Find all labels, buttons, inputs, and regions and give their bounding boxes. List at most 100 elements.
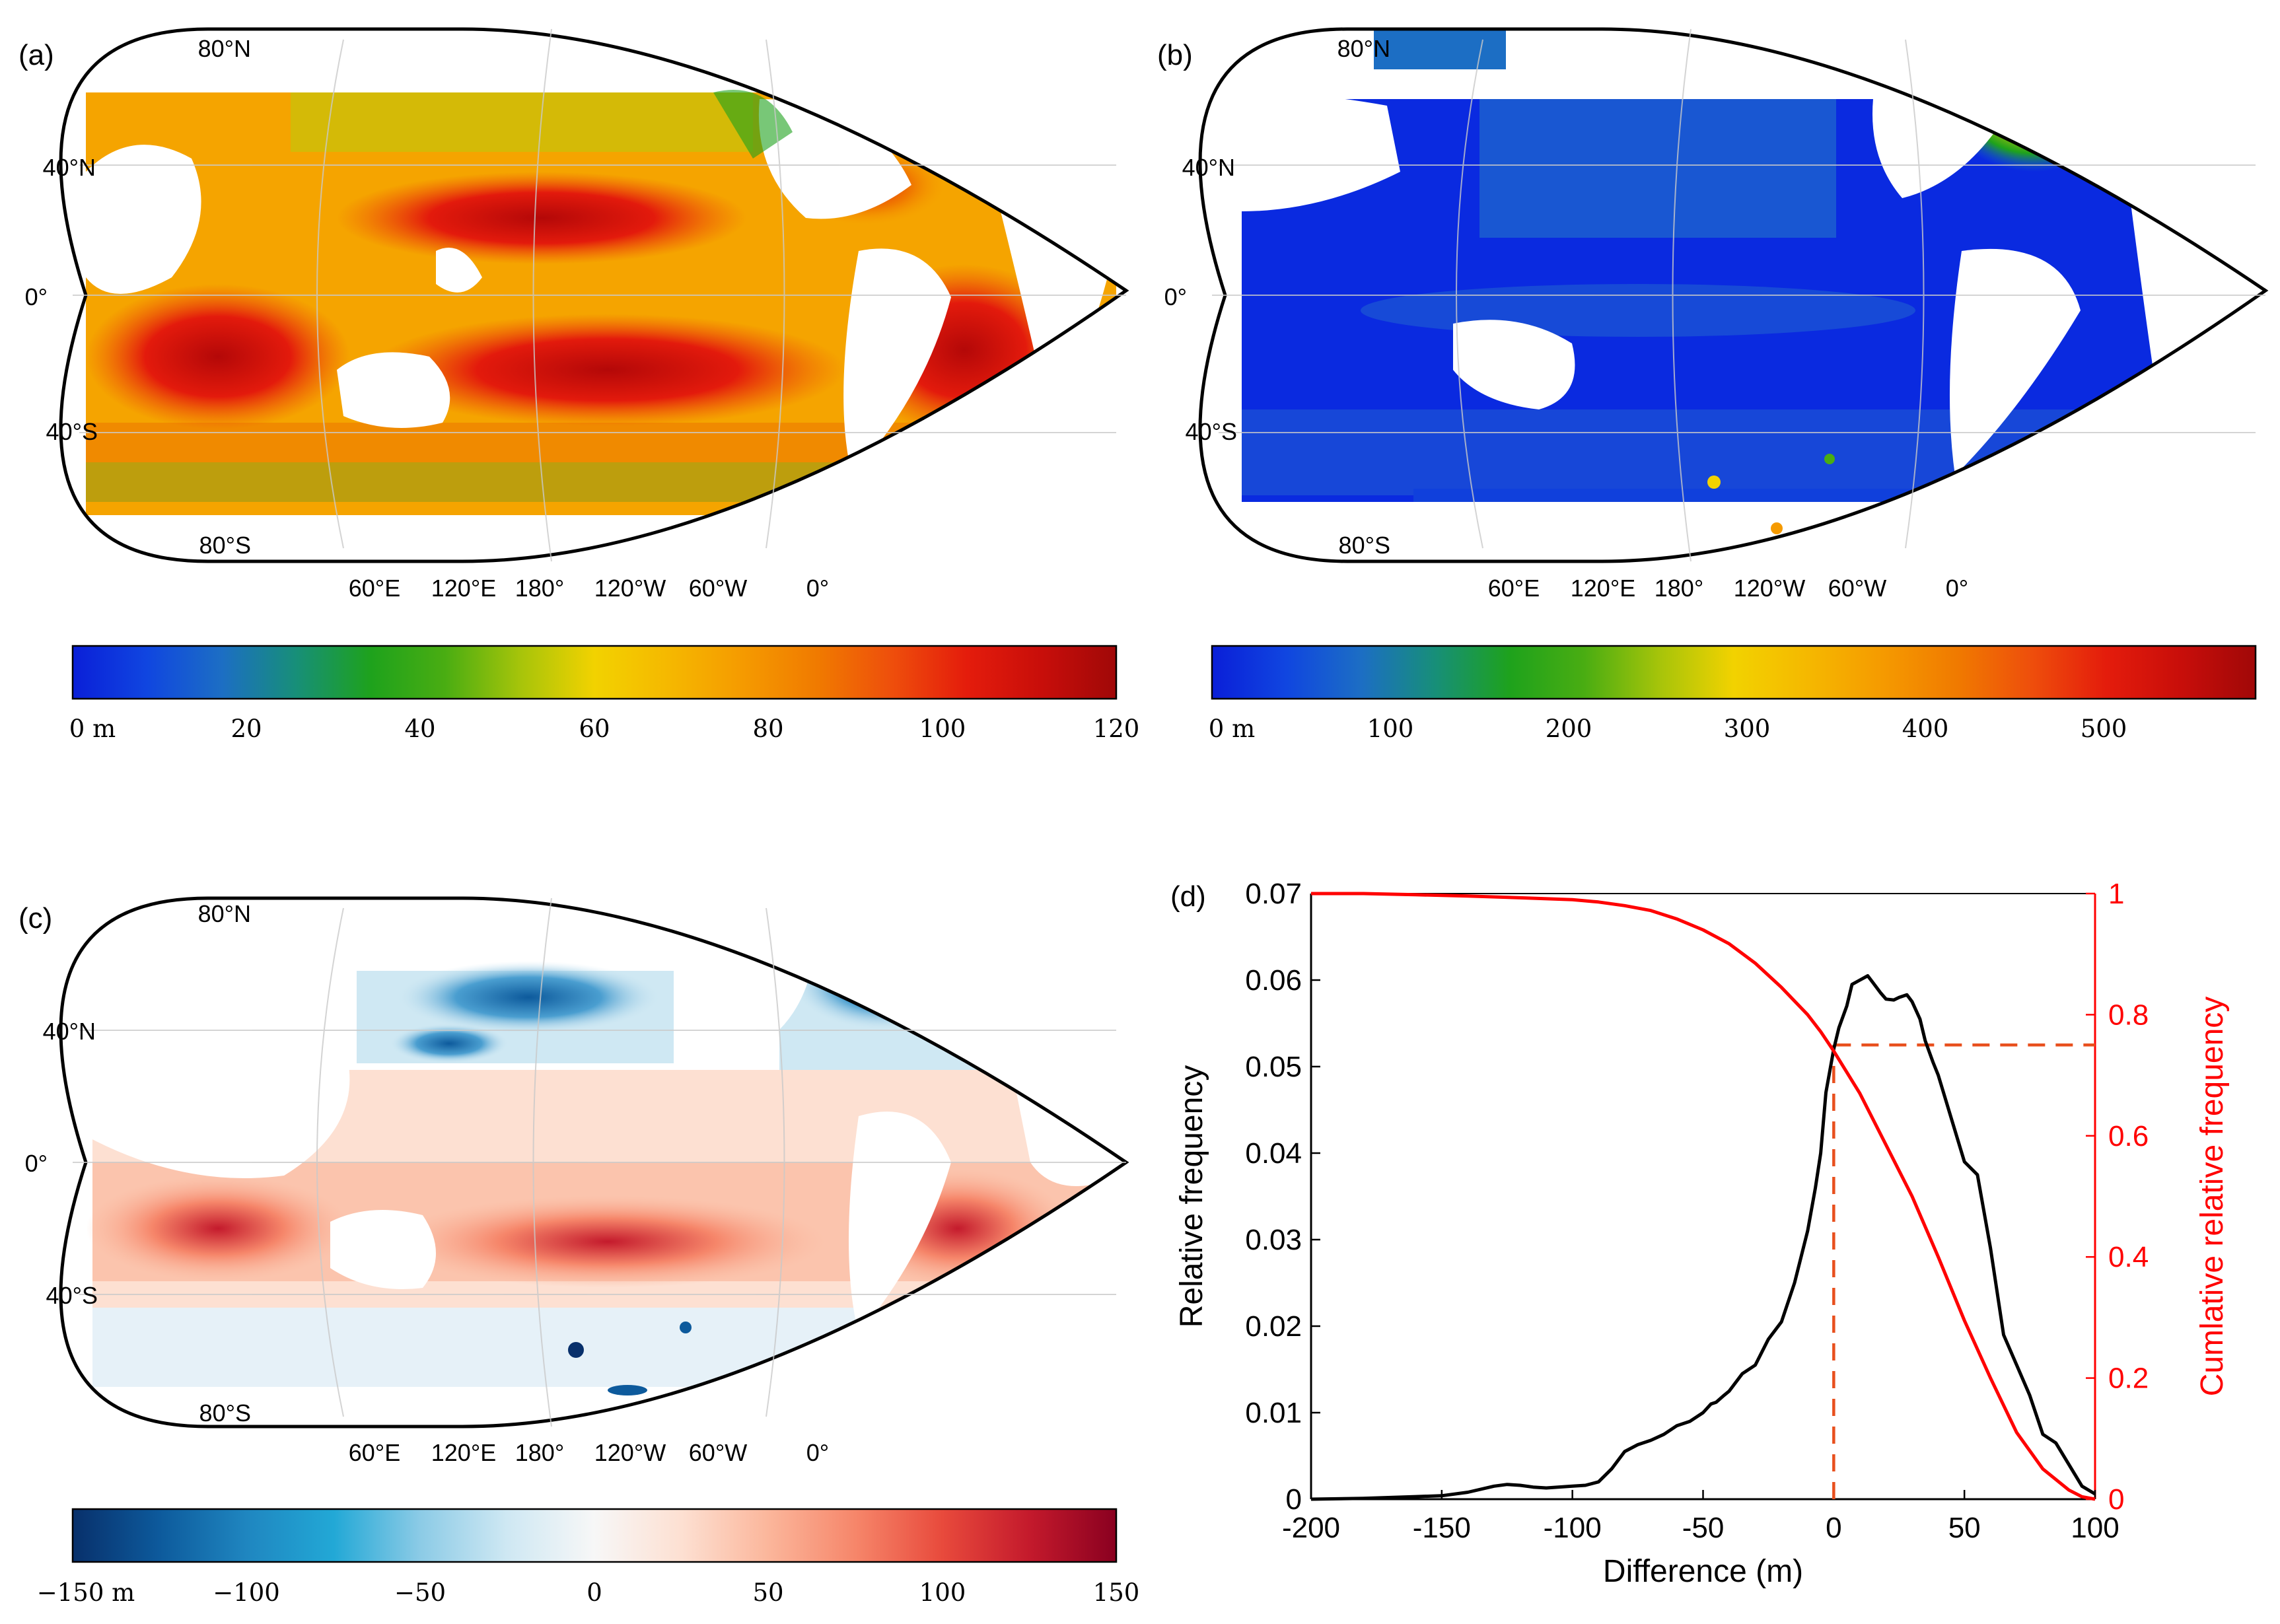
colorbar-tick: −150 m [37, 1578, 135, 1607]
lon-label: 180° [515, 1439, 564, 1466]
colorbar-tick: 20 [231, 715, 262, 743]
lon-label: 180° [1655, 575, 1703, 602]
colorbar-gradient [73, 1509, 1116, 1562]
lat-label: 40°S [46, 418, 98, 445]
lon-label: 120°E [1571, 575, 1635, 602]
colorbar-tick: 120 [1093, 715, 1140, 743]
y2-tick-label: 0.6 [2108, 1120, 2149, 1152]
x-tick-label: -50 [1682, 1512, 1725, 1544]
panel-label: (b) [1157, 39, 1193, 71]
y-axis-label: Relative frequency [1174, 1065, 1209, 1328]
x-axis-label: Difference (m) [1603, 1554, 1803, 1589]
panel-c: (c) [18, 896, 1140, 1607]
map-outline [59, 27, 1129, 563]
lat-label: 40°S [46, 1282, 98, 1309]
y2-tick-label: 0 [2108, 1483, 2124, 1516]
lat-label: 40°N [43, 154, 96, 181]
series-line-cumulative [1311, 892, 2096, 1501]
lon-label: 120°W [1734, 575, 1805, 602]
lat-label: 80°N [1337, 35, 1390, 62]
map-a [61, 29, 1127, 561]
y-tick-label: 0.07 [1245, 878, 1302, 910]
colorbar-tick: −100 [213, 1578, 280, 1607]
lat-label: 40°N [1182, 154, 1235, 181]
y-tick-label: 0.02 [1245, 1310, 1302, 1343]
graticule [73, 898, 1126, 1427]
y2-tick-label: 0.4 [2108, 1241, 2149, 1273]
graticule [73, 28, 1126, 562]
lon-label: 180° [515, 575, 564, 602]
map-b [1200, 29, 2265, 561]
lon-label: 120°W [594, 575, 666, 602]
colorbar-gradient [1212, 646, 2256, 699]
lon-label: 120°E [431, 575, 496, 602]
series-line-frequency [1310, 974, 2096, 1501]
x-tick-label: 50 [1948, 1512, 1981, 1544]
lat-label: 80°N [198, 900, 251, 927]
y2-tick-label: 1 [2108, 878, 2124, 910]
lon-label: 60°W [689, 575, 747, 602]
y-tick-label: 0.04 [1245, 1137, 1302, 1170]
y-tick-label: 0.03 [1245, 1224, 1302, 1256]
map-outline [59, 896, 1129, 1429]
y2-axis-label: Cumlative relative frequency [2195, 997, 2230, 1397]
lat-label: 0° [1164, 283, 1187, 310]
colorbar-a: 0 m 20 40 60 80 100 120 [69, 645, 1140, 743]
colorbar-tick: 200 [1546, 715, 1592, 743]
lat-label: 0° [25, 283, 48, 310]
y-tick-label: 0.01 [1245, 1397, 1302, 1429]
colorbar-tick: 60 [579, 715, 610, 743]
map-outline [1198, 27, 2269, 563]
colorbar-tick: 0 m [69, 715, 116, 743]
x-tick-label: 0 [1826, 1512, 1841, 1544]
panel-label: (c) [18, 902, 52, 935]
colorbar-tick: 300 [1724, 715, 1771, 743]
colorbar-tick: 150 [1093, 1578, 1140, 1607]
colorbar-tick: −50 [394, 1578, 446, 1607]
colorbar-gradient [73, 646, 1116, 699]
colorbar-c: −150 m −100 −50 0 50 100 150 [37, 1508, 1140, 1607]
lat-label: 0° [25, 1150, 48, 1177]
lat-label: 80°S [199, 532, 251, 559]
x-tick-label: -100 [1544, 1512, 1602, 1544]
colorbar-tick: 50 [752, 1578, 783, 1607]
panel-label: (a) [18, 39, 54, 71]
colorbar-tick: 100 [919, 1578, 966, 1607]
y2-tick-label: 0.2 [2108, 1362, 2149, 1395]
lon-label: 60°E [349, 575, 400, 602]
lat-label: 40°N [43, 1018, 96, 1045]
lon-label: 120°E [431, 1439, 496, 1466]
colorbar-tick: 100 [1367, 715, 1414, 743]
panel-a: (a) [18, 27, 1140, 743]
lat-label: 80°S [1339, 532, 1390, 559]
lat-label: 40°S [1186, 418, 1237, 445]
x-tick-label: -200 [1282, 1512, 1340, 1544]
lon-label: 60°W [689, 1439, 747, 1466]
lon-label: 60°E [1488, 575, 1540, 602]
lon-label: 0° [806, 575, 829, 602]
lon-label: 60°E [349, 1439, 400, 1466]
colorbar-tick: 100 [919, 715, 966, 743]
x-tick-label: 100 [2071, 1512, 2119, 1544]
map-c [61, 898, 1127, 1427]
lon-label: 120°W [594, 1439, 666, 1466]
colorbar-tick: 80 [752, 715, 783, 743]
y-tick-label: 0.05 [1245, 1051, 1302, 1083]
lon-label: 0° [1946, 575, 1968, 602]
lon-label: 60°W [1828, 575, 1886, 602]
panel-b: (b) [1157, 27, 2269, 743]
colorbar-b: 0 m 100 200 300 400 500 [1209, 645, 2257, 743]
panel-d: (d) -200 -150 -100 -50 0 50 10000.010.020.030.… [1170, 878, 2230, 1589]
lon-label: 0° [806, 1439, 829, 1466]
colorbar-tick: 500 [2081, 715, 2127, 743]
lat-label: 80°S [199, 1399, 251, 1427]
y2-tick-label: 0.8 [2108, 999, 2149, 1031]
colorbar-tick: 0 m [1209, 715, 1255, 743]
graticule [1212, 28, 2265, 562]
panel-label: (d) [1170, 880, 1206, 913]
colorbar-tick: 0 [587, 1578, 602, 1607]
colorbar-tick: 40 [404, 715, 435, 743]
y-tick-label: 0.06 [1245, 964, 1302, 997]
colorbar-tick: 400 [1902, 715, 1949, 743]
chart-d: -200 -150 -100 -50 0 50 10000.010.020.030.040.… [1174, 878, 2230, 1589]
